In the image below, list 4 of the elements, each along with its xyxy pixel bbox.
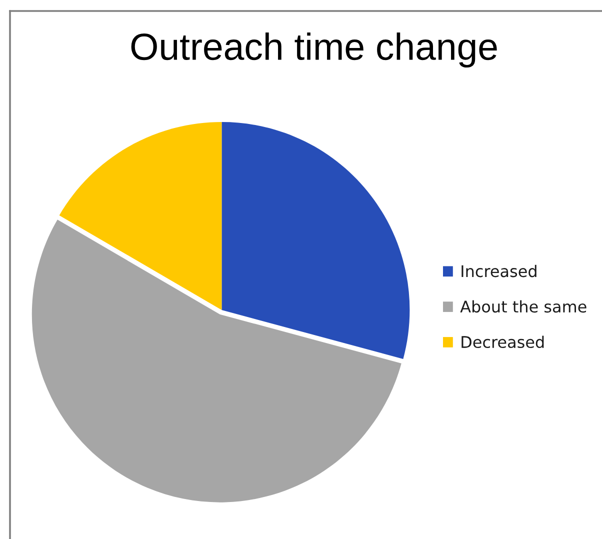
legend-label: About the same [460, 300, 586, 313]
chart-title: Outreach time change [131, 32, 497, 68]
legend-label: Decreased [462, 336, 544, 348]
legend-label: Increased [462, 264, 536, 278]
